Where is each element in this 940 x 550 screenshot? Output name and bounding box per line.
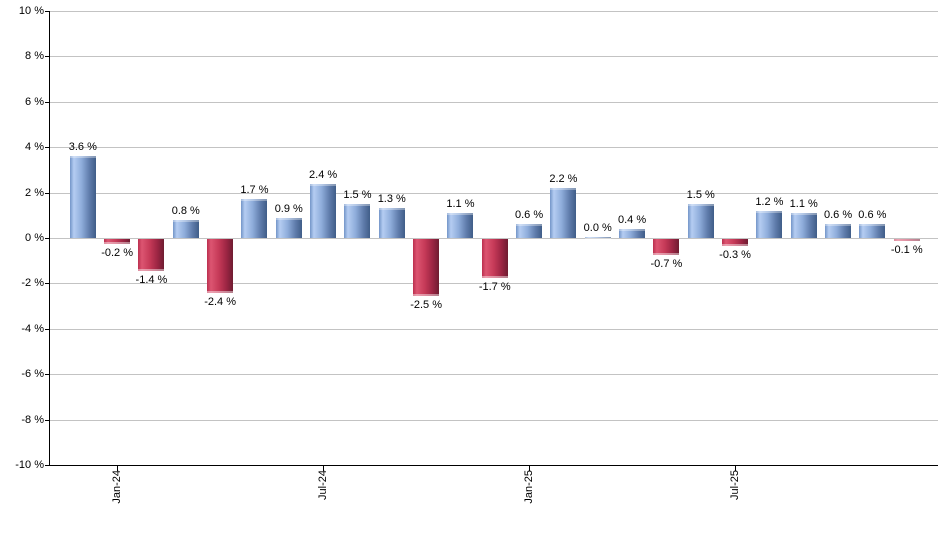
bar-negative — [138, 239, 165, 271]
y-axis-tick-label: -2 % — [21, 277, 44, 290]
y-axis-tick — [45, 328, 49, 330]
x-axis-tick — [117, 466, 119, 471]
gridline — [50, 147, 938, 149]
y-axis-tick-label: -6 % — [21, 368, 44, 381]
bar-value-label: 0.6 % — [823, 209, 853, 222]
bar-positive — [378, 208, 405, 238]
bar-negative — [653, 239, 680, 255]
bar-value-label: 1.1 % — [446, 198, 475, 211]
bar-positive — [275, 217, 302, 238]
bar-positive — [447, 213, 474, 238]
gridline — [50, 101, 938, 103]
gridline — [50, 11, 938, 12]
bar-positive — [516, 224, 543, 238]
bar-positive — [859, 224, 886, 238]
bar-value-label: -0.7 % — [650, 257, 683, 270]
x-axis-tick-label: Jan-25 — [523, 470, 536, 504]
bar-value-label: 0.9 % — [274, 202, 303, 215]
bar-value-label: 1.5 % — [686, 188, 715, 201]
y-axis-tick-label: 6 % — [25, 95, 44, 108]
bar-positive — [310, 183, 337, 238]
x-axis-tick — [323, 466, 325, 471]
bar-value-label: 1.5 % — [343, 188, 372, 201]
gridline — [50, 238, 938, 239]
bar-value-label: -1.7 % — [478, 280, 511, 293]
x-axis-tick — [529, 466, 531, 471]
x-axis-tick — [735, 466, 737, 471]
y-axis-tick — [45, 374, 49, 376]
bar-value-label: -2.4 % — [204, 296, 236, 309]
bar-positive — [550, 188, 577, 238]
y-axis-tick-label: 2 % — [25, 186, 44, 199]
y-axis-tick — [45, 419, 49, 421]
bar-value-label: -0.1 % — [890, 244, 923, 257]
bar-positive — [619, 228, 646, 238]
y-axis-tick-label: 10 % — [18, 5, 44, 17]
bar-positive — [687, 203, 714, 238]
bar-value-label: -1.4 % — [135, 273, 168, 286]
bar-negative — [207, 239, 234, 294]
bar-value-label: 0.4 % — [618, 213, 647, 226]
y-axis-tick — [45, 192, 49, 194]
bar-value-label: 0.0 % — [583, 222, 612, 234]
bar-positive — [69, 156, 96, 238]
bar-negative — [104, 239, 131, 244]
bar-positive — [756, 210, 783, 238]
bar-positive — [790, 213, 817, 238]
y-axis-tick — [45, 238, 49, 239]
bar-value-label: -2.5 % — [410, 298, 442, 311]
x-axis-line — [49, 465, 938, 466]
y-axis-tick-label: -4 % — [21, 322, 44, 335]
bar-negative — [481, 239, 508, 278]
bar-value-label: 1.7 % — [240, 184, 269, 197]
bar-negative — [722, 239, 749, 246]
bar-value-label: 1.1 % — [789, 198, 818, 211]
bar-value-label: 0.6 % — [515, 209, 544, 222]
bar-value-label: 0.6 % — [858, 209, 887, 222]
bar-value-label: 1.3 % — [377, 193, 406, 206]
gridline — [50, 56, 938, 58]
bar-positive — [584, 237, 611, 239]
bar-value-label: 2.2 % — [549, 173, 578, 186]
gridline — [50, 328, 938, 330]
y-axis-tick-label: 0 % — [25, 232, 44, 244]
bar-positive — [172, 219, 199, 238]
bar-value-label: -0.3 % — [719, 248, 751, 261]
y-axis-tick-label: 8 % — [25, 50, 44, 63]
y-axis-tick-label: -8 % — [21, 413, 44, 426]
bar-value-label: 0.8 % — [171, 204, 200, 217]
gridline — [50, 374, 938, 376]
y-axis-line — [49, 11, 50, 465]
y-axis-tick — [45, 56, 49, 58]
gridline — [50, 419, 938, 421]
y-axis-tick — [45, 101, 49, 103]
bar-value-label: 1.2 % — [755, 195, 784, 208]
y-axis-tick — [45, 147, 49, 149]
x-axis-tick-label: Jul-24 — [317, 470, 330, 500]
bar-negative — [893, 239, 920, 242]
bar-value-label: -0.2 % — [101, 246, 134, 259]
bar-negative — [413, 239, 440, 296]
bar-positive — [344, 203, 371, 238]
x-axis-tick-label: Jan-24 — [111, 470, 124, 504]
bar-value-label: 3.6 % — [68, 141, 97, 154]
bar-positive — [241, 199, 268, 238]
gridline — [50, 283, 938, 285]
y-axis-tick — [45, 11, 49, 12]
y-axis-tick — [45, 283, 49, 285]
y-axis-tick — [45, 465, 49, 466]
y-axis-tick-label: 4 % — [25, 141, 44, 154]
bar-positive — [825, 224, 852, 238]
gridline — [50, 192, 938, 194]
bar-value-label: 2.4 % — [309, 168, 338, 181]
x-axis-tick-label: Jul-25 — [729, 470, 742, 500]
y-axis-tick-label: -10 % — [15, 459, 44, 471]
